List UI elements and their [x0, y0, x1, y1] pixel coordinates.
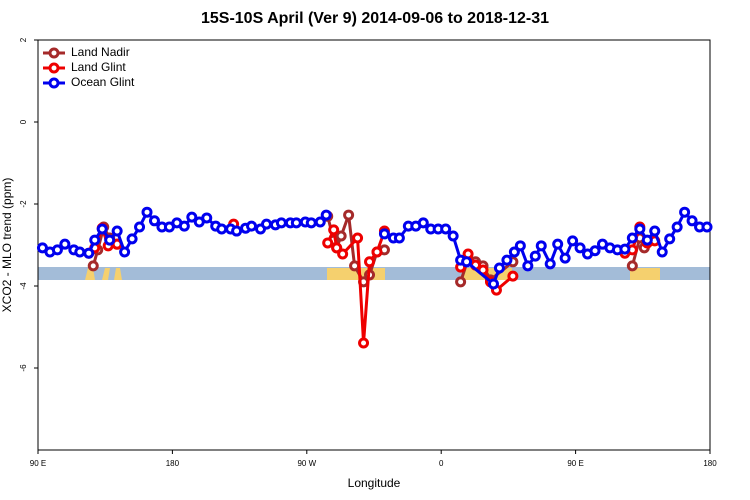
data-point [440, 223, 452, 235]
data-point [186, 211, 198, 223]
data-point [364, 256, 376, 268]
data-point [634, 223, 646, 235]
data-point [331, 242, 343, 254]
data-point [337, 248, 349, 260]
legend-label: Ocean Glint [71, 75, 135, 89]
data-point [567, 235, 579, 247]
y-tick-label: -6 [19, 364, 28, 372]
data-point [314, 216, 326, 228]
data-point [320, 209, 332, 221]
data-point [89, 234, 101, 246]
data-point [619, 243, 631, 255]
data-point [686, 215, 698, 227]
data-point [514, 240, 526, 252]
data-point [96, 223, 108, 235]
data-point [74, 246, 86, 258]
data-point [493, 262, 505, 274]
data-point [552, 238, 564, 250]
data-point [328, 224, 340, 236]
data-point [260, 218, 272, 230]
data-point [455, 276, 467, 288]
legend-marker [48, 77, 60, 89]
data-point [305, 217, 317, 229]
chart-title: 15S-10S April (Ver 9) 2014-09-06 to 2018… [201, 10, 549, 27]
data-point [322, 237, 334, 249]
land-patch [114, 268, 122, 280]
data-point [104, 234, 116, 246]
legend-label: Land Nadir [71, 45, 130, 59]
data-point [59, 238, 71, 250]
data-point [626, 260, 638, 272]
data-point [447, 230, 459, 242]
y-tick-label: -4 [19, 282, 28, 290]
data-point [626, 232, 638, 244]
x-tick-label: 90 E [30, 459, 46, 468]
x-tick-label: 180 [703, 459, 717, 468]
y-axis-label: XCO2 - MLO trend (ppm) [0, 178, 14, 313]
data-point [51, 244, 63, 256]
data-point [178, 220, 190, 232]
y-tick-label: -2 [19, 200, 28, 208]
data-point [343, 209, 355, 221]
data-point [231, 225, 243, 237]
data-point [141, 206, 153, 218]
y-tick-label: 0 [19, 119, 28, 124]
data-point [352, 232, 364, 244]
y-tick-label: 2 [19, 37, 28, 42]
data-point [358, 337, 370, 349]
data-point [349, 260, 361, 272]
data-point [461, 256, 473, 268]
data-point [501, 254, 513, 266]
data-point [87, 260, 99, 272]
legend-marker [48, 62, 60, 74]
data-point [664, 233, 676, 245]
legend-label: Land Glint [71, 60, 126, 74]
x-tick-label: 90 W [297, 459, 316, 468]
data-point [589, 245, 601, 257]
data-point [522, 260, 534, 272]
data-point [378, 228, 390, 240]
x-tick-label: 180 [166, 459, 180, 468]
data-point [507, 270, 519, 282]
data-point [649, 225, 661, 237]
data-point [508, 246, 520, 258]
data-point [671, 221, 683, 233]
data-point [701, 221, 713, 233]
x-axis-label: Longitude [348, 476, 401, 490]
data-point [559, 252, 571, 264]
data-point [535, 240, 547, 252]
data-point [417, 217, 429, 229]
data-point [201, 212, 213, 224]
data-point [641, 234, 653, 246]
data-point [216, 223, 228, 235]
data-point [275, 217, 287, 229]
data-point [134, 221, 146, 233]
data-point [119, 246, 131, 258]
data-point [148, 215, 160, 227]
legend-marker [48, 47, 60, 59]
data-point [393, 232, 405, 244]
data-point [83, 247, 95, 259]
data-point [544, 258, 556, 270]
data-point [487, 278, 499, 290]
data-point [529, 250, 541, 262]
data-point [246, 220, 258, 232]
data-point [574, 242, 586, 254]
land-patch [102, 268, 110, 280]
data-point [656, 246, 668, 258]
x-tick-label: 0 [439, 459, 444, 468]
data-point [335, 230, 347, 242]
data-point [679, 206, 691, 218]
data-point [126, 233, 138, 245]
data-point [290, 217, 302, 229]
data-point [111, 225, 123, 237]
land-patch [630, 268, 660, 280]
data-point [371, 246, 383, 258]
x-tick-label: 90 E [567, 459, 583, 468]
